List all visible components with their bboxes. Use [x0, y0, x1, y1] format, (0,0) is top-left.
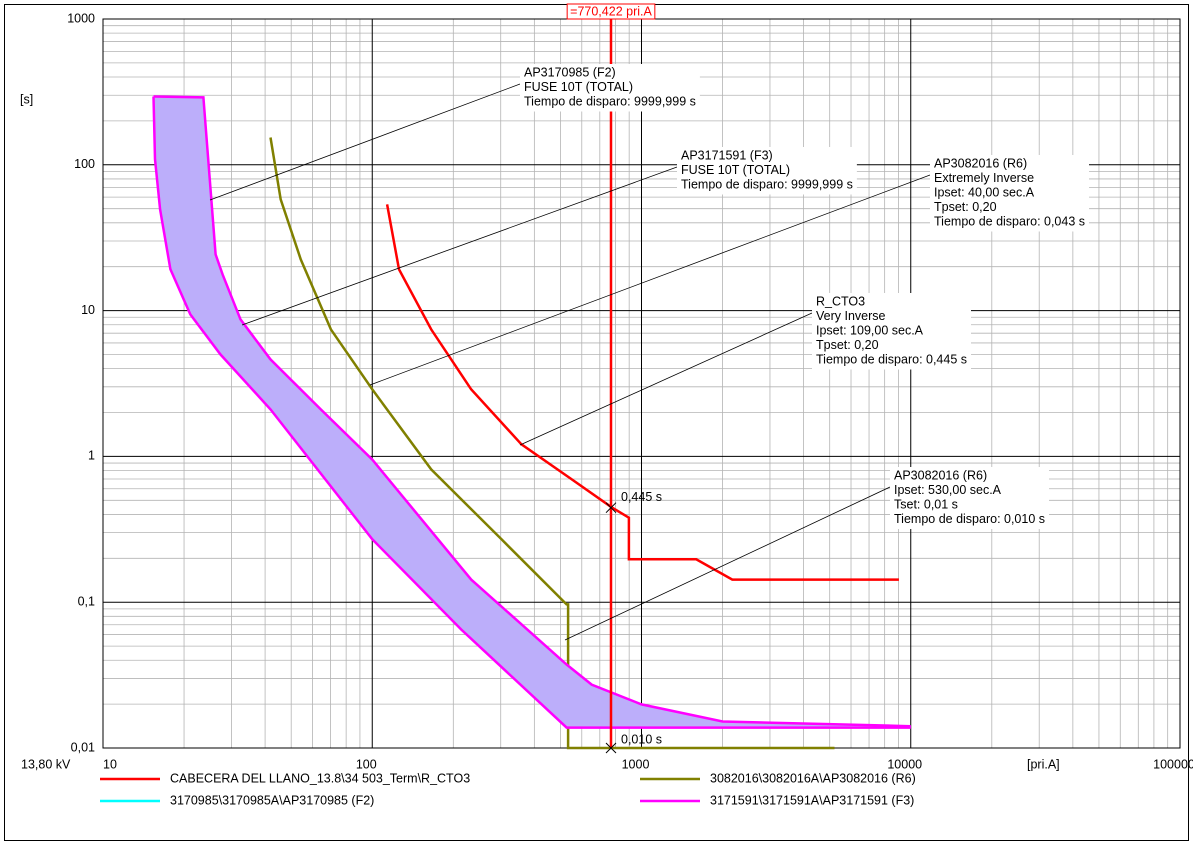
point-label: 0,445 s	[621, 490, 662, 504]
marker-label: =770,422 pri.A	[570, 4, 652, 18]
annotation-box	[520, 64, 700, 112]
legend-label: 3082016\3082016A\AP3082016 (R6)	[710, 771, 916, 785]
annotation-box	[930, 155, 1090, 232]
annotation-line: Tset: 0,01 s	[894, 497, 958, 511]
curve	[385, 204, 899, 581]
annotation-box	[890, 467, 1050, 529]
legend-label: 3171591\3171591A\AP3171591 (F3)	[710, 793, 914, 807]
annotation-line: Very Inverse	[816, 309, 886, 323]
y-tick-label: 1000	[67, 11, 95, 25]
annotation-line: AP3170985 (F2)	[524, 65, 616, 79]
annotation-line: Tpset: 0,20	[934, 200, 997, 214]
annotation-line: AP3082016 (R6)	[934, 156, 1027, 170]
x-tick-label: 100	[356, 757, 377, 771]
x-axis-label: [pri.A]	[1027, 757, 1060, 771]
y-tick-label: 100	[74, 157, 95, 171]
curve	[269, 137, 835, 750]
band	[153, 96, 911, 728]
curve	[152, 96, 911, 729]
y-axis-label: [s]	[20, 92, 33, 106]
annotation-box	[812, 293, 972, 370]
legend-label: CABECERA DEL LLANO_13.8\34 503_Term\R_CT…	[170, 771, 470, 785]
annotation-line: Ipset: 109,00 sec.A	[816, 323, 924, 337]
leader-line	[241, 166, 678, 326]
annotation-box	[677, 147, 857, 195]
y-tick-label: 10	[81, 303, 95, 317]
annotation-line: Ipset: 40,00 sec.A	[934, 185, 1035, 199]
band-upper-line	[153, 95, 911, 728]
leader-line	[209, 83, 521, 201]
point-label: 0,010 s	[621, 732, 662, 746]
annotation-line: FUSE 10T (TOTAL)	[524, 80, 633, 94]
x-tick-label: 10	[103, 757, 117, 771]
annotation-line: Tiempo de disparo: 0,043 s	[934, 214, 1085, 228]
y-tick-label: 0,01	[71, 740, 95, 754]
legend-label: 3170985\3170985A\AP3170985 (F2)	[170, 793, 374, 807]
annotation-line: Tiempo de disparo: 9999,999 s	[524, 94, 696, 108]
annotation-line: Tpset: 0,20	[816, 338, 879, 352]
y-tick-label: 1	[88, 449, 95, 463]
annotation-line: AP3082016 (R6)	[894, 468, 987, 482]
leader-line	[564, 486, 891, 641]
point-marker	[605, 742, 617, 754]
annotation-line: Tiempo de disparo: 9999,999 s	[681, 177, 853, 191]
point-marker	[605, 502, 617, 514]
annotation-line: Ipset: 530,00 sec.A	[894, 483, 1002, 497]
annotation-line: Extremely Inverse	[934, 171, 1034, 185]
marker-label-box	[566, 3, 656, 20]
x-tick-label: 10000	[887, 757, 922, 771]
annotation-line: Tiempo de disparo: 0,010 s	[894, 512, 1045, 526]
annotation-line: Tiempo de disparo: 0,445 s	[816, 352, 967, 366]
x-tick-label: 1000	[622, 757, 650, 771]
voltage-label: 13,80 kV	[21, 757, 71, 771]
x-tick-label: 100000	[1153, 757, 1193, 771]
leader-line	[519, 312, 813, 446]
y-tick-label: 0,1	[78, 594, 95, 608]
annotation-line: AP3171591 (F3)	[681, 148, 773, 162]
leader-line	[369, 174, 931, 386]
annotation-line: R_CTO3	[816, 294, 865, 308]
annotation-line: FUSE 10T (TOTAL)	[681, 163, 790, 177]
